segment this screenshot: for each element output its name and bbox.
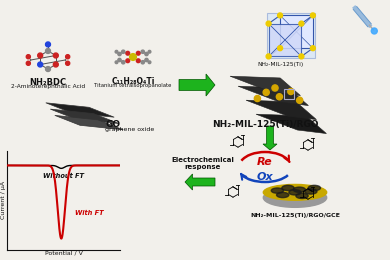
Y-axis label: Current / μA: Current / μA	[1, 181, 5, 219]
Circle shape	[141, 61, 144, 64]
Circle shape	[122, 61, 125, 64]
Circle shape	[288, 88, 294, 95]
Polygon shape	[246, 100, 316, 120]
Polygon shape	[230, 76, 300, 96]
X-axis label: Potential / V: Potential / V	[44, 251, 83, 256]
Circle shape	[26, 55, 30, 59]
Ellipse shape	[308, 185, 321, 191]
Ellipse shape	[282, 185, 294, 191]
Circle shape	[145, 52, 148, 56]
Circle shape	[254, 95, 261, 102]
Circle shape	[299, 54, 304, 59]
Circle shape	[46, 42, 50, 47]
Circle shape	[115, 50, 118, 53]
Text: Titanium tetraisopropanolate: Titanium tetraisopropanolate	[94, 83, 172, 88]
Circle shape	[371, 28, 377, 34]
Circle shape	[26, 61, 30, 65]
Text: NH₂-MIL-125(Ti)/RGO/GCE: NH₂-MIL-125(Ti)/RGO/GCE	[250, 213, 340, 218]
Text: GO: GO	[105, 120, 120, 129]
Polygon shape	[238, 86, 308, 106]
Ellipse shape	[305, 189, 317, 194]
Circle shape	[46, 67, 50, 72]
Circle shape	[141, 50, 144, 53]
Ellipse shape	[277, 192, 289, 198]
Polygon shape	[263, 126, 277, 150]
Circle shape	[38, 53, 43, 58]
Text: Electrochemical
response: Electrochemical response	[172, 157, 234, 170]
Circle shape	[126, 59, 129, 63]
Circle shape	[148, 61, 151, 64]
Circle shape	[272, 85, 278, 91]
Circle shape	[46, 49, 50, 54]
Text: Without FT: Without FT	[43, 173, 84, 179]
Circle shape	[66, 61, 70, 65]
Circle shape	[115, 61, 118, 64]
Text: NH₂-MIL-125(Ti)/RGO: NH₂-MIL-125(Ti)/RGO	[212, 120, 318, 129]
Circle shape	[129, 54, 136, 60]
Ellipse shape	[263, 184, 327, 200]
Polygon shape	[185, 174, 215, 190]
Polygon shape	[55, 115, 123, 130]
Text: 2-Aminoterephthalic Acid: 2-Aminoterephthalic Acid	[11, 84, 85, 89]
Circle shape	[266, 54, 271, 59]
Ellipse shape	[271, 188, 284, 193]
Circle shape	[145, 58, 148, 62]
Text: NH₂-MIL-125(Ti): NH₂-MIL-125(Ti)	[257, 62, 303, 67]
Circle shape	[310, 13, 316, 18]
Circle shape	[126, 51, 129, 55]
Polygon shape	[46, 103, 114, 117]
Circle shape	[122, 50, 125, 53]
Circle shape	[136, 51, 140, 55]
Circle shape	[136, 59, 140, 63]
Circle shape	[53, 53, 58, 58]
Polygon shape	[50, 109, 119, 124]
Circle shape	[299, 21, 304, 26]
Circle shape	[148, 50, 151, 53]
Circle shape	[38, 62, 43, 67]
Circle shape	[266, 21, 271, 26]
Text: graphene oxide: graphene oxide	[105, 127, 154, 132]
Ellipse shape	[289, 190, 301, 195]
Circle shape	[296, 97, 303, 103]
Text: Re: Re	[257, 157, 273, 167]
Polygon shape	[256, 114, 326, 134]
Circle shape	[53, 62, 58, 67]
Circle shape	[118, 58, 121, 62]
Circle shape	[263, 89, 269, 95]
Ellipse shape	[293, 187, 305, 192]
Circle shape	[278, 13, 282, 18]
Text: NH₂BDC: NH₂BDC	[29, 78, 67, 87]
Polygon shape	[280, 15, 313, 48]
Circle shape	[310, 46, 316, 51]
FancyBboxPatch shape	[267, 14, 315, 58]
Polygon shape	[269, 24, 301, 56]
Ellipse shape	[296, 193, 308, 199]
Circle shape	[278, 46, 282, 51]
Circle shape	[277, 94, 282, 100]
Text: C₁₁H₂₈O₄Ti: C₁₁H₂₈O₄Ti	[111, 77, 155, 86]
Text: With FT: With FT	[75, 210, 103, 216]
Text: Ox: Ox	[257, 172, 273, 182]
Circle shape	[118, 52, 121, 56]
Circle shape	[66, 55, 70, 59]
Ellipse shape	[263, 188, 327, 207]
Polygon shape	[179, 74, 215, 96]
